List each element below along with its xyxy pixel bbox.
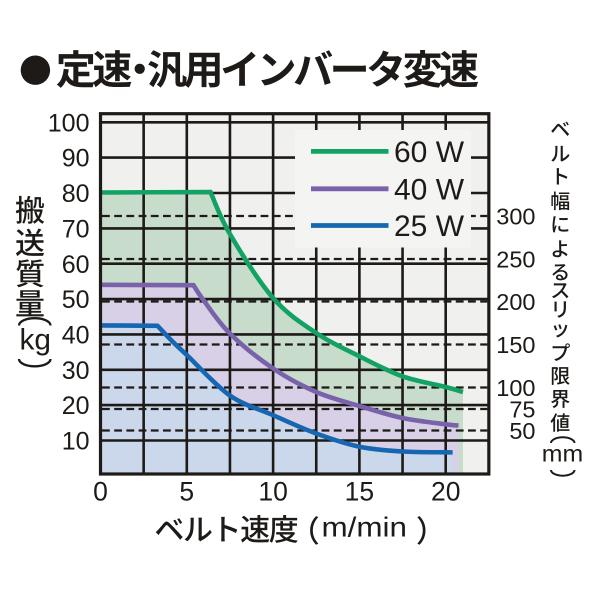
svg-text:75: 75 <box>509 397 535 423</box>
svg-text:150: 150 <box>496 332 535 358</box>
svg-text:25 W: 25 W <box>394 210 465 243</box>
svg-text:10: 10 <box>258 476 287 506</box>
svg-text:20: 20 <box>431 476 460 506</box>
svg-text:60 W: 60 W <box>394 136 465 169</box>
svg-text:200: 200 <box>496 289 535 315</box>
svg-text:m/min: m/min <box>322 512 408 543</box>
svg-text:20: 20 <box>62 392 90 420</box>
svg-text:10: 10 <box>62 428 90 456</box>
svg-text:250: 250 <box>496 247 535 273</box>
svg-text:30: 30 <box>62 357 90 385</box>
svg-text:50: 50 <box>509 418 535 444</box>
svg-text:15: 15 <box>345 476 374 506</box>
svg-text:40: 40 <box>62 322 90 350</box>
svg-text:40 W: 40 W <box>394 173 465 206</box>
svg-text:70: 70 <box>62 216 90 244</box>
svg-text:100: 100 <box>48 109 90 137</box>
svg-text:60: 60 <box>62 251 90 279</box>
svg-text:kg: kg <box>20 324 52 357</box>
svg-text:90: 90 <box>62 145 90 173</box>
svg-text:mm: mm <box>542 441 583 467</box>
svg-text:100: 100 <box>496 375 535 401</box>
svg-text:0: 0 <box>93 476 108 506</box>
svg-text:80: 80 <box>62 180 90 208</box>
svg-text:50: 50 <box>62 286 90 314</box>
svg-text:5: 5 <box>179 476 194 506</box>
svg-text:300: 300 <box>496 204 535 230</box>
